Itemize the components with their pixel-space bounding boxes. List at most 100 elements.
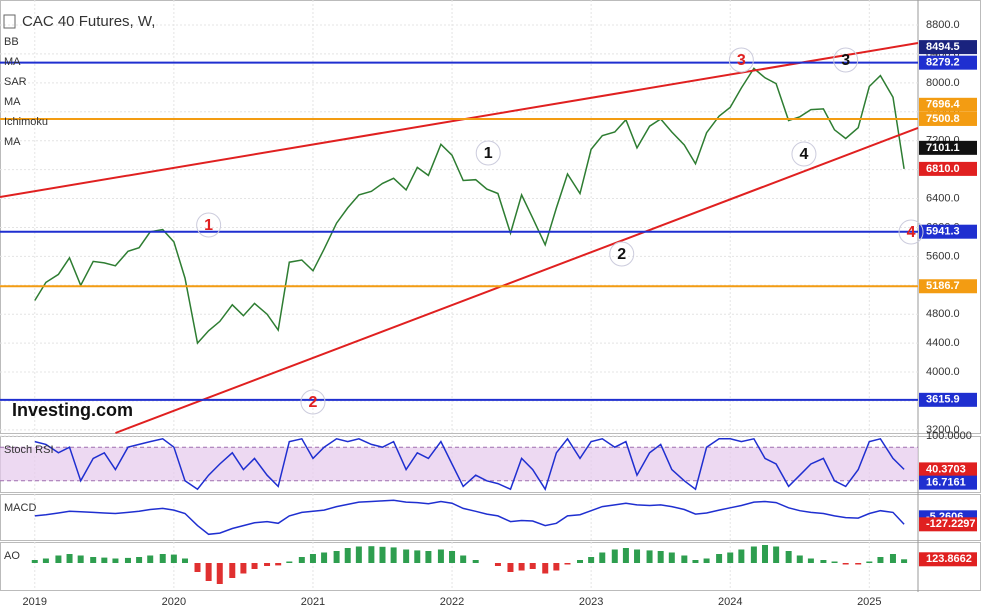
price-box	[919, 517, 977, 532]
bar	[807, 558, 814, 563]
price-label: 8494.5	[926, 41, 960, 53]
bar	[321, 552, 328, 563]
bar	[738, 549, 745, 563]
bar	[692, 560, 699, 563]
x-tick-label: 2020	[162, 596, 186, 608]
bar	[298, 557, 305, 563]
price-box	[919, 279, 977, 294]
x-tick-label: 2022	[440, 596, 464, 608]
wave-circle	[609, 241, 635, 267]
bar	[542, 563, 549, 574]
bar	[727, 552, 734, 563]
bar	[181, 558, 188, 563]
bar	[194, 563, 201, 572]
bar	[773, 546, 780, 563]
bar	[716, 554, 723, 563]
bar	[66, 554, 73, 563]
price-box	[919, 475, 977, 490]
price-label: 16.7161	[926, 477, 966, 489]
bar	[750, 546, 757, 563]
y-tick-label: 4400.0	[926, 337, 960, 349]
bar	[681, 555, 688, 563]
bar	[831, 561, 838, 563]
y-tick-label: 6400.0	[926, 192, 960, 204]
bar	[518, 563, 525, 571]
bar	[577, 560, 584, 563]
bar	[901, 559, 908, 563]
wave-circle	[898, 219, 924, 245]
bar	[170, 554, 177, 563]
wave-circle	[475, 140, 501, 166]
bar	[264, 563, 271, 566]
wave-label: 1	[484, 145, 493, 162]
wave-circle	[196, 212, 222, 238]
bar	[564, 563, 571, 565]
wave-label: 4	[907, 224, 916, 241]
indicator-label: Ichimoku	[4, 116, 48, 128]
bar	[55, 555, 62, 563]
bar	[240, 563, 247, 574]
panel-title: AO	[4, 550, 20, 562]
bar	[355, 546, 362, 563]
bar	[124, 557, 131, 563]
series-line	[34, 67, 905, 345]
bar	[668, 552, 675, 563]
bar	[855, 563, 862, 565]
y-tick-label: 100.0000	[926, 430, 972, 442]
bar	[31, 560, 38, 563]
wave-label: 4	[799, 146, 808, 163]
y-tick-label: 3200.0	[926, 424, 960, 436]
panel-title: Stoch RSI	[4, 444, 54, 456]
price-box	[919, 140, 977, 155]
bar	[796, 555, 803, 563]
wave-circle	[728, 47, 754, 73]
y-tick-label: 4800.0	[926, 308, 960, 320]
price-label: 5186.7	[926, 280, 960, 292]
bar	[42, 558, 49, 563]
wave-label: 2	[617, 246, 626, 263]
bar	[251, 563, 258, 569]
indicator-label: MA	[4, 136, 21, 148]
bar	[425, 551, 432, 563]
price-label: 8279.2	[926, 57, 960, 69]
bar	[866, 561, 873, 563]
price-label: 123.8662	[926, 553, 972, 565]
price-label: 7101.1	[926, 142, 960, 154]
logo: Investing.com	[12, 400, 133, 420]
series-line	[34, 499, 905, 536]
bar	[494, 563, 501, 566]
bar	[703, 558, 710, 563]
bar	[634, 549, 641, 563]
bar	[622, 548, 629, 563]
price-box	[919, 552, 977, 567]
title-icon	[3, 14, 16, 29]
x-tick-label: 2024	[718, 596, 742, 608]
x-tick-label: 2025	[857, 596, 881, 608]
price-box	[919, 392, 977, 407]
wave-circle	[791, 141, 817, 167]
bar	[275, 563, 282, 566]
bar	[101, 557, 108, 563]
y-tick-label: 8000.0	[926, 77, 960, 89]
price-label: 5941.3	[926, 226, 960, 238]
bar	[611, 549, 618, 563]
bar	[333, 551, 340, 563]
bar	[136, 557, 143, 563]
bar	[403, 549, 410, 563]
bar	[216, 563, 223, 584]
y-tick-label: 4000.0	[926, 366, 960, 378]
price-box	[919, 40, 977, 55]
indicator-label: SAR	[4, 76, 27, 88]
bar	[205, 563, 212, 581]
bar	[286, 561, 293, 563]
wave-label: 3	[737, 52, 746, 69]
price-label: 7696.4	[926, 99, 961, 111]
bar	[785, 551, 792, 563]
bar	[309, 554, 316, 563]
bar	[529, 563, 536, 569]
bar	[77, 555, 84, 563]
trendline	[115, 127, 919, 434]
price-box	[919, 462, 977, 477]
